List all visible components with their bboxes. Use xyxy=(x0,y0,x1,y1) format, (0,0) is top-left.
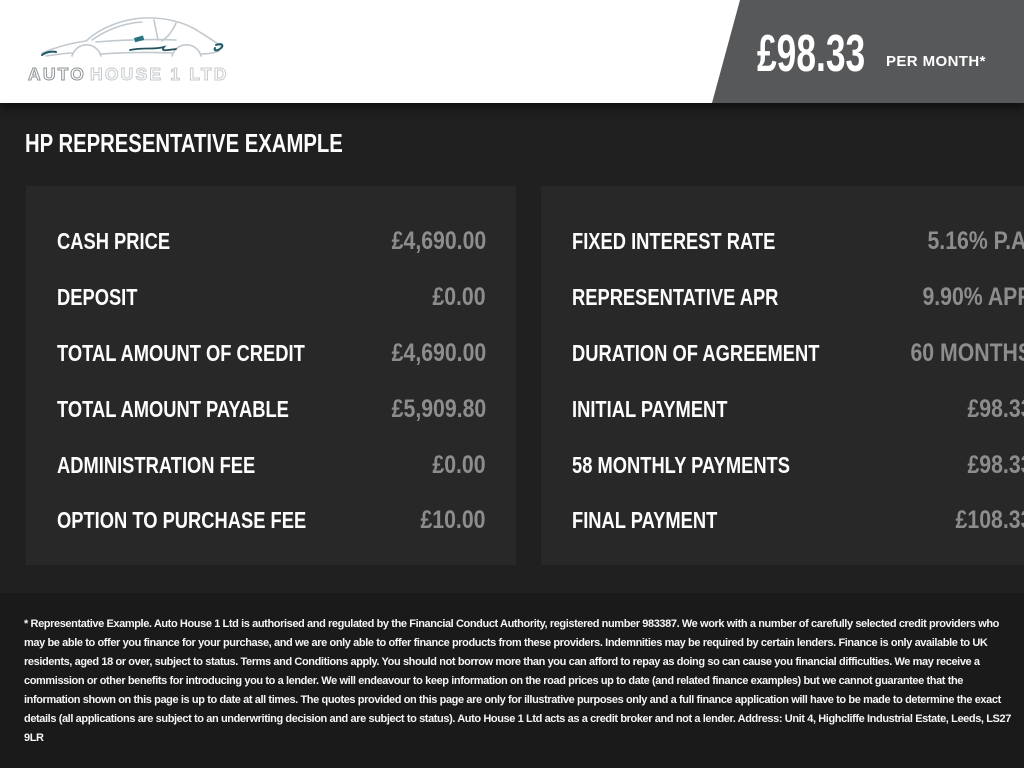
finance-panel-right: FIXED INTEREST RATE 5.16% P.A. REPRESENT… xyxy=(540,186,1024,565)
finance-row-label: TOTAL AMOUNT PAYABLE xyxy=(57,395,289,422)
footer-disclaimer: * Representative Example. Auto House 1 L… xyxy=(24,618,1011,744)
finance-row-value: 9.90% APR xyxy=(922,282,1024,311)
finance-row-value: 5.16% P.A. xyxy=(927,227,1024,255)
footer: * Representative Example. Auto House 1 L… xyxy=(0,593,1024,768)
finance-row-value: £98.33 xyxy=(967,394,1024,423)
finance-row-label: DEPOSIT xyxy=(57,283,138,310)
finance-row: FIXED INTEREST RATE 5.16% P.A. xyxy=(571,227,1024,256)
finance-row-label: 58 MONTHLY PAYMENTS xyxy=(571,451,790,478)
finance-row-label: DURATION OF AGREEMENT xyxy=(571,339,820,366)
finance-row-value: £108.33 xyxy=(955,506,1024,535)
finance-panels: CASH PRICE £4,690.00 DEPOSIT £0.00 TOTAL… xyxy=(26,186,1024,565)
brand-wordmark-house: HOUSE 1 LTD xyxy=(90,64,229,84)
finance-row-value: 60 MONTHS xyxy=(910,338,1024,367)
finance-row: DURATION OF AGREEMENT 60 MONTHS xyxy=(571,338,1024,368)
finance-row-label: TOTAL AMOUNT OF CREDIT xyxy=(57,339,305,366)
finance-row-value: £4,690.00 xyxy=(391,338,486,367)
finance-row: INITIAL PAYMENT £98.33 xyxy=(571,394,1024,424)
finance-row: TOTAL AMOUNT OF CREDIT £4,690.00 xyxy=(57,338,486,368)
finance-row-value: £5,909.80 xyxy=(391,394,486,423)
finance-panel-left: CASH PRICE £4,690.00 DEPOSIT £0.00 TOTAL… xyxy=(26,186,516,565)
monthly-price: £98.33 xyxy=(757,25,866,83)
finance-row: CASH PRICE £4,690.00 xyxy=(57,227,486,256)
finance-row-value: £0.00 xyxy=(432,282,486,311)
monthly-price-suffix: PER MONTH* xyxy=(886,53,986,70)
finance-row-value: £10.00 xyxy=(420,506,486,535)
finance-row: TOTAL AMOUNT PAYABLE £5,909.80 xyxy=(57,394,486,424)
finance-row-label: CASH PRICE xyxy=(57,228,171,254)
brand-wordmark-auto: AUTO xyxy=(28,64,86,84)
finance-row: FINAL PAYMENT £108.33 xyxy=(572,507,1024,535)
logo-teal-accents xyxy=(41,35,224,56)
finance-row-label: FINAL PAYMENT xyxy=(571,507,718,534)
finance-row-value: £4,690.00 xyxy=(391,227,486,255)
finance-row-label: INITIAL PAYMENT xyxy=(571,395,728,422)
finance-row-value: £0.00 xyxy=(432,450,486,479)
car-logo-icon: AUTO HOUSE 1 LTD xyxy=(28,17,229,85)
finance-row-label: REPRESENTATIVE APR xyxy=(571,283,779,310)
finance-row: REPRESENTATIVE APR 9.90% APR xyxy=(571,282,1024,312)
finance-row-value: £98.33 xyxy=(967,450,1024,479)
header: AUTO HOUSE 1 LTD £98.33 PER MONTH* xyxy=(0,0,1024,103)
finance-row: 58 MONTHLY PAYMENTS £98.33 xyxy=(571,450,1024,480)
price-banner xyxy=(712,0,1024,103)
finance-row: ADMINISTRATION FEE £0.00 xyxy=(57,450,486,480)
finance-row: DEPOSIT £0.00 xyxy=(57,282,486,312)
finance-row-label: OPTION TO PURCHASE FEE xyxy=(57,507,307,534)
page-title: HP REPRESENTATIVE EXAMPLE xyxy=(25,128,343,158)
finance-row: OPTION TO PURCHASE FEE £10.00 xyxy=(57,507,486,535)
finance-row-label: ADMINISTRATION FEE xyxy=(57,451,256,478)
finance-row-label: FIXED INTEREST RATE xyxy=(571,228,776,254)
